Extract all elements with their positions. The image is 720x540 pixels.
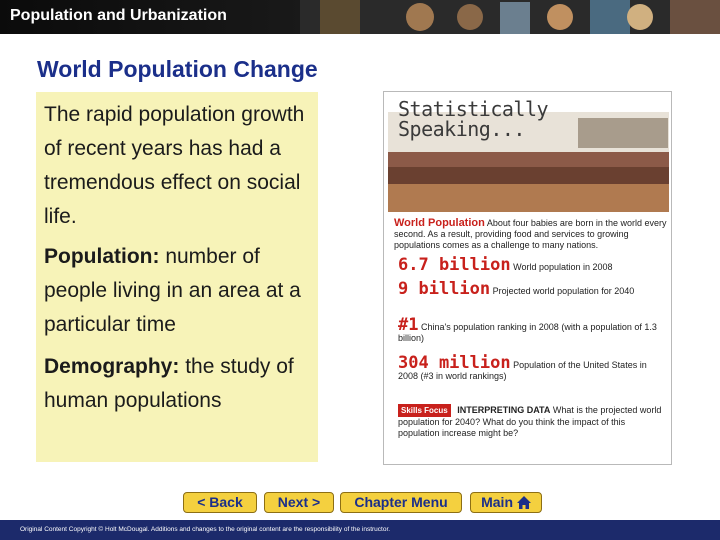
stat-section-text: About four babies are born in the world … [394,218,667,250]
definition-demography: the study of human populations [44,355,294,412]
paragraph-population: Population: number of people living in a… [44,240,314,342]
definition-population: number of people living in an area at a … [44,245,301,336]
statistics-figure: Statistically Speaking... World Populati… [383,91,672,465]
stat-caption: Projected world population for 2040 [492,286,635,296]
stat-value: #1 [398,315,419,335]
term-population: Population: [44,245,160,268]
stat-caption: World population in 2008 [513,262,613,272]
next-button[interactable]: Next > [264,492,334,513]
banner-collage-image [300,0,720,34]
back-button[interactable]: < Back [183,492,257,513]
stat-row: 9 billion Projected world population for… [398,281,666,298]
skills-focus-heading: INTERPRETING DATA [457,405,551,415]
skills-focus: Skills Focus INTERPRETING DATA What is t… [398,404,666,439]
stat-value: 304 million [398,353,511,373]
text-panel: The rapid population growth of recent ye… [36,92,318,462]
stat-section-intro: World Population About four babies are b… [394,218,668,251]
stat-caption: Population of the United States in 2008 … [398,360,647,381]
paragraph-demography: Demography: the study of human populatio… [44,350,314,418]
stat-value: 9 billion [398,279,491,299]
crowd-photo [388,112,669,212]
header-title: Population and Urbanization [10,7,227,24]
term-demography: Demography: [44,355,180,378]
main-button[interactable]: Main [470,492,542,513]
statistics-header-line1: Statistically [398,97,549,121]
stat-row: 6.7 billion World population in 2008 [398,257,666,274]
copyright-text: Original Content Copyright © Holt McDoug… [20,526,391,533]
main-button-label: Main [481,494,513,510]
stat-row: #1 China's population ranking in 2008 (w… [398,317,666,344]
footer-bar: Original Content Copyright © Holt McDoug… [0,520,720,540]
stat-value: 6.7 billion [398,255,511,275]
paragraph-intro: The rapid population growth of recent ye… [44,98,314,234]
home-icon [516,496,531,509]
paragraph-intro-text: The rapid population growth of recent ye… [44,103,305,228]
skills-focus-text: What is the projected world population f… [398,405,662,438]
chapter-menu-button[interactable]: Chapter Menu [340,492,462,513]
statistics-header-line2: Speaking... [398,117,525,141]
header-banner: Population and Urbanization [0,0,720,34]
stat-section-title: World Population [394,217,485,229]
stat-caption: China's population ranking in 2008 (with… [398,322,657,343]
statistics-header: Statistically Speaking... [398,97,549,141]
slide-title: World Population Change [37,56,318,82]
stat-row: 304 million Population of the United Sta… [398,355,666,382]
skills-focus-badge: Skills Focus [398,404,451,417]
